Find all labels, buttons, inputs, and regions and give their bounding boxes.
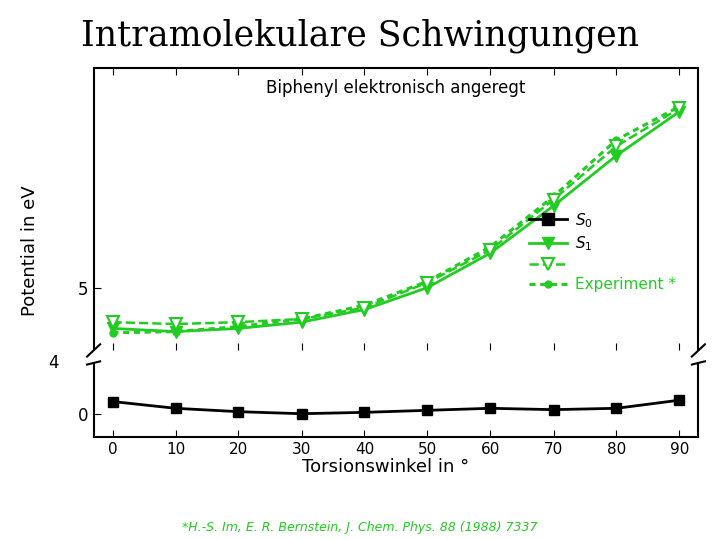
Text: Intramolekulare Schwingungen: Intramolekulare Schwingungen xyxy=(81,19,639,53)
Text: Biphenyl elektronisch angeregt: Biphenyl elektronisch angeregt xyxy=(266,79,526,97)
Text: Potential in eV: Potential in eV xyxy=(22,186,40,316)
Legend: $S_0$, $S_1$, , Experiment *: $S_0$, $S_1$, , Experiment * xyxy=(523,205,682,298)
Text: 4: 4 xyxy=(48,354,58,372)
Text: *H.-S. Im, E. R. Bernstein, J. Chem. Phys. 88 (1988) 7337: *H.-S. Im, E. R. Bernstein, J. Chem. Phy… xyxy=(182,521,538,534)
Text: Torsionswinkel in °: Torsionswinkel in ° xyxy=(302,458,469,476)
